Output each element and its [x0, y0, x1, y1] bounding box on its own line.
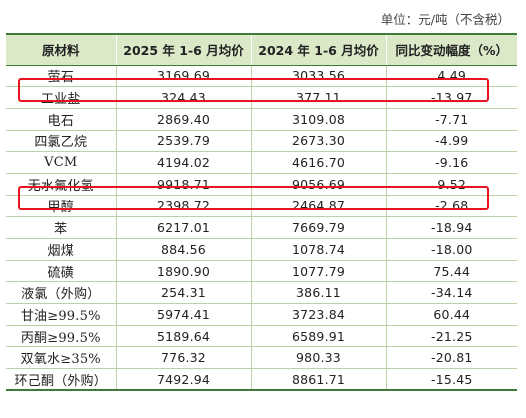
cell-material: 双氧水≥35%	[6, 346, 116, 370]
cell-material: 甘油≥99.5%	[6, 303, 116, 326]
cell-material: 烟煤	[6, 238, 116, 261]
cell-yoy-change: 4.49	[385, 65, 517, 88]
table-row: 萤石 3169.69 3033.56 4.49	[6, 65, 517, 88]
cell-yoy-change: 60.44	[385, 303, 517, 326]
cell-material: 苯	[6, 216, 116, 239]
cell-price-2025: 2539.79	[115, 130, 251, 153]
cell-price-2025: 5189.64	[115, 325, 251, 348]
cell-price-2025: 9918.71	[115, 173, 251, 196]
cell-price-2024: 6589.91	[250, 325, 386, 348]
cell-price-2025: 5974.41	[115, 303, 251, 326]
cell-material: 环己酮（外购）	[6, 368, 116, 392]
cell-price-2024: 386.11	[250, 281, 386, 305]
table-row: 甘油≥99.5% 5974.41 3723.84 60.44	[6, 303, 517, 326]
cell-price-2024: 7669.79	[250, 216, 386, 239]
cell-yoy-change: -15.45	[385, 368, 517, 392]
cell-yoy-change: -4.99	[385, 130, 517, 153]
cell-material: VCM	[6, 151, 116, 174]
cell-price-2025: 7492.94	[115, 368, 251, 392]
cell-price-2025: 324.43	[115, 86, 251, 109]
cell-price-2024: 3033.56	[250, 65, 386, 88]
cell-price-2024: 9056.69	[250, 173, 386, 196]
table-row: 环己酮（外购） 7492.94 8861.71 -15.45	[6, 368, 517, 392]
cell-price-2024: 1077.79	[250, 260, 386, 283]
cell-yoy-change: -21.25	[385, 325, 517, 348]
cell-price-2024: 1078.74	[250, 238, 386, 261]
cell-material: 硫磺	[6, 260, 116, 283]
table-row: 丙酮≥99.5% 5189.64 6589.91 -21.25	[6, 325, 517, 348]
cell-price-2025: 1890.90	[115, 260, 251, 283]
cell-price-2024: 2464.87	[250, 195, 386, 218]
header-material: 原材料	[6, 33, 116, 66]
cell-price-2025: 2398.72	[115, 195, 251, 218]
header-yoy-change: 同比变动幅度（%）	[385, 33, 517, 66]
cell-yoy-change: -9.16	[385, 151, 517, 174]
cell-yoy-change: -20.81	[385, 346, 517, 370]
cell-price-2025: 4194.02	[115, 151, 251, 174]
cell-yoy-change: -7.71	[385, 108, 517, 131]
table-row: 电石 2869.40 3109.08 -7.71	[6, 108, 517, 131]
header-price-2025: 2025 年 1-6 月均价	[115, 33, 251, 66]
cell-material: 电石	[6, 108, 116, 131]
cell-yoy-change: -13.97	[385, 86, 517, 109]
raw-material-price-table: 原材料 2025 年 1-6 月均价 2024 年 1-6 月均价 同比变动幅度…	[6, 33, 517, 392]
cell-price-2024: 2673.30	[250, 130, 386, 153]
cell-yoy-change: -34.14	[385, 281, 517, 305]
header-price-2024: 2024 年 1-6 月均价	[250, 33, 386, 66]
cell-price-2025: 884.56	[115, 238, 251, 261]
table-row: 四氯乙烷 2539.79 2673.30 -4.99	[6, 130, 517, 153]
cell-yoy-change: 75.44	[385, 260, 517, 283]
cell-material: 四氯乙烷	[6, 130, 116, 153]
cell-material: 萤石	[6, 65, 116, 88]
table-row: 液氯（外购） 254.31 386.11 -34.14	[6, 281, 517, 305]
cell-price-2024: 3109.08	[250, 108, 386, 131]
cell-yoy-change: -2.68	[385, 195, 517, 218]
cell-material: 甲醇	[6, 195, 116, 218]
cell-price-2025: 2869.40	[115, 108, 251, 131]
cell-yoy-change: -18.94	[385, 216, 517, 239]
cell-material: 丙酮≥99.5%	[6, 325, 116, 348]
cell-price-2025: 6217.01	[115, 216, 251, 239]
cell-price-2024: 377.11	[250, 86, 386, 109]
cell-yoy-change: 9.52	[385, 173, 517, 196]
cell-price-2024: 8861.71	[250, 368, 386, 392]
cell-price-2024: 4616.70	[250, 151, 386, 174]
cell-price-2024: 980.33	[250, 346, 386, 370]
table-row: 无水氟化氢 9918.71 9056.69 9.52	[6, 173, 517, 196]
cell-price-2025: 254.31	[115, 281, 251, 305]
cell-material: 液氯（外购）	[6, 281, 116, 305]
cell-price-2024: 3723.84	[250, 303, 386, 326]
table-row: VCM 4194.02 4616.70 -9.16	[6, 151, 517, 174]
unit-note: 单位：元/吨（不含税）	[380, 12, 510, 27]
table-row: 烟煤 884.56 1078.74 -18.00	[6, 238, 517, 261]
cell-yoy-change: -18.00	[385, 238, 517, 261]
table-row: 硫磺 1890.90 1077.79 75.44	[6, 260, 517, 283]
cell-material: 工业盐	[6, 86, 116, 109]
table-row: 苯 6217.01 7669.79 -18.94	[6, 216, 517, 239]
cell-price-2025: 3169.69	[115, 65, 251, 88]
cell-material: 无水氟化氢	[6, 173, 116, 196]
table-row: 双氧水≥35% 776.32 980.33 -20.81	[6, 346, 517, 370]
cell-price-2025: 776.32	[115, 346, 251, 370]
table-row: 工业盐 324.43 377.11 -13.97	[6, 86, 517, 109]
table-row: 甲醇 2398.72 2464.87 -2.68	[6, 195, 517, 218]
header-row: 原材料 2025 年 1-6 月均价 2024 年 1-6 月均价 同比变动幅度…	[6, 33, 517, 66]
